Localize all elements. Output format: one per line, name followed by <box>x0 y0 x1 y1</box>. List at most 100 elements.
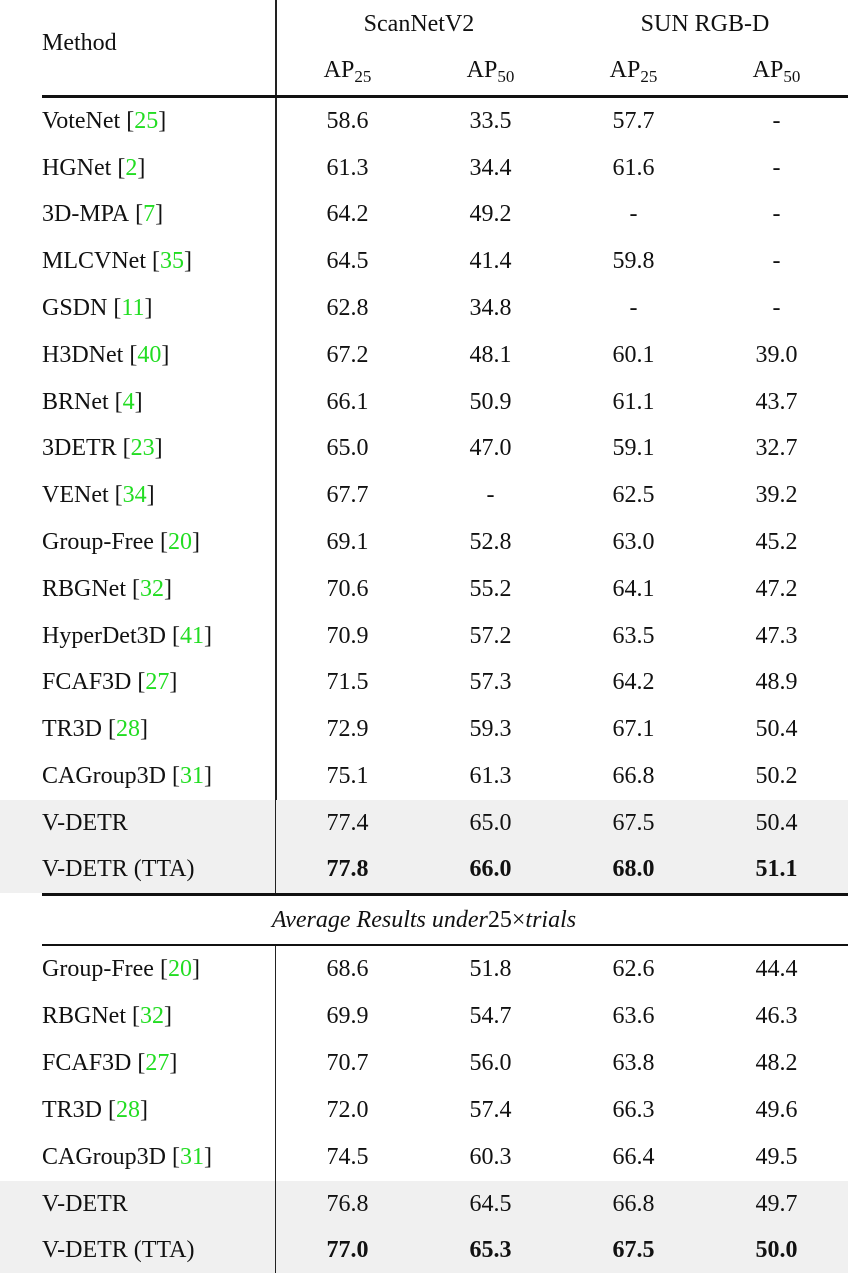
method-name: H3DNet <box>42 341 124 368</box>
table-row: V-DETR 77.4 65.0 67.5 50.4 <box>0 800 848 847</box>
header-rule <box>42 95 848 98</box>
citation-link[interactable]: 7 <box>143 201 156 228</box>
value-cell: 68.6 <box>326 956 369 982</box>
method-cell: RBGNet [32] <box>0 993 276 1040</box>
citation-link[interactable]: 32 <box>140 1003 164 1029</box>
value-cell: 61.1 <box>612 388 655 415</box>
citation-link[interactable]: 4 <box>122 388 135 415</box>
value-cell: 57.3 <box>469 669 512 696</box>
method-name: VENet <box>42 482 109 509</box>
table-row: GSDN [11] 62.8 34.8 - - <box>0 285 848 332</box>
value-cell: 54.7 <box>469 1003 512 1029</box>
value-cell: 72.9 <box>326 716 369 743</box>
value-cell: 65.0 <box>326 435 369 462</box>
method-cell: VENet [34] <box>0 472 276 520</box>
value-cell: 67.5 <box>612 1236 655 1263</box>
citation-link[interactable]: 41 <box>179 622 204 649</box>
method-cell: V-DETR (TTA) <box>0 1227 276 1273</box>
method-name: FCAF3D <box>42 669 132 696</box>
method-name: HyperDet3D <box>42 622 166 649</box>
method-cell: TR3D [28] <box>0 1087 276 1134</box>
value-cell: 69.9 <box>326 1003 369 1029</box>
value-cell: 49.6 <box>755 1097 798 1123</box>
method-name: MLCVNet <box>42 248 146 275</box>
citation-link[interactable]: 23 <box>130 435 155 462</box>
method-cell: GSDN [11] <box>0 285 276 332</box>
citation-link[interactable]: 20 <box>167 529 192 556</box>
value-cell: 48.2 <box>755 1050 798 1076</box>
citation-link[interactable]: 31 <box>180 1144 204 1170</box>
value-cell: 70.7 <box>326 1050 369 1076</box>
value-cell: - <box>772 295 781 322</box>
method-cell: BRNet [4] <box>0 378 276 426</box>
value-cell: 55.2 <box>469 575 512 602</box>
method-cell: V-DETR (TTA) <box>0 846 276 893</box>
value-cell: 64.5 <box>469 1190 512 1217</box>
value-cell: 48.1 <box>469 341 512 368</box>
method-name: FCAF3D <box>42 1050 132 1076</box>
value-cell: 61.3 <box>326 154 369 181</box>
value-cell: 56.0 <box>469 1050 512 1076</box>
method-cell: FCAF3D [27] <box>0 1040 276 1087</box>
table-row: V-DETR 76.8 64.5 66.8 49.7 <box>0 1181 848 1227</box>
method-cell: CAGroup3D [31] <box>0 753 276 800</box>
value-cell: 50.9 <box>469 388 512 415</box>
citation-link[interactable]: 28 <box>116 716 140 743</box>
group-scannetv2: ScanNetV2 <box>363 10 475 37</box>
value-cell: 77.8 <box>326 856 369 883</box>
value-cell: 71.5 <box>326 669 369 696</box>
citation-link[interactable]: 2 <box>125 154 138 181</box>
citation-link[interactable]: 28 <box>116 1097 140 1123</box>
metric-header: AP25 <box>609 57 658 86</box>
method-cell: HyperDet3D [41] <box>0 612 276 660</box>
table-row: CAGroup3D [31] 75.1 61.3 66.8 50.2 <box>0 753 848 800</box>
table-row: H3DNet [40] 67.2 48.1 60.1 39.0 <box>0 332 848 379</box>
value-cell: 50.2 <box>755 763 798 790</box>
value-cell: 33.5 <box>469 107 512 134</box>
table-row: V-DETR (TTA) 77.8 66.0 68.0 51.1 <box>0 846 848 893</box>
method-cell: RBGNet [32] <box>0 566 276 613</box>
value-cell: 58.6 <box>326 107 369 134</box>
value-cell: 46.3 <box>755 1003 798 1029</box>
value-cell: 66.8 <box>612 763 655 790</box>
citation-link[interactable]: 32 <box>140 575 164 602</box>
method-cell: FCAF3D [27] <box>0 659 276 707</box>
table-row: 3DETR [23] 65.0 47.0 59.1 32.7 <box>0 425 848 473</box>
citation-link[interactable]: 25 <box>134 107 159 134</box>
table-row: 3D-MPA [7] 64.2 49.2 - - <box>0 191 848 239</box>
method-cell: HGNet [2] <box>0 144 276 192</box>
method-cell: CAGroup3D [31] <box>0 1134 276 1181</box>
value-cell: 34.8 <box>469 295 512 322</box>
value-cell: 67.2 <box>326 341 369 368</box>
section2-rule <box>42 944 848 946</box>
value-cell: 49.5 <box>755 1144 798 1170</box>
value-cell: 49.7 <box>755 1190 798 1217</box>
table-row: TR3D [28] 72.9 59.3 67.1 50.4 <box>0 706 848 754</box>
method-name: Group-Free <box>42 529 154 556</box>
method-cell: V-DETR <box>0 1181 276 1227</box>
value-cell: 45.2 <box>755 529 798 556</box>
value-cell: 52.8 <box>469 529 512 556</box>
value-cell: - <box>629 295 638 322</box>
value-cell: 66.4 <box>612 1144 655 1170</box>
citation-link[interactable]: 20 <box>167 956 192 982</box>
citation-link[interactable]: 40 <box>137 341 162 368</box>
header-metric-row: AP25 AP50 AP25 AP50 <box>0 48 848 96</box>
table-row: FCAF3D [27] 70.7 56.0 63.8 48.2 <box>0 1040 848 1087</box>
value-cell: - <box>772 154 781 181</box>
method-header: Method <box>42 30 117 56</box>
method-name: RBGNet <box>42 575 126 602</box>
citation-link[interactable]: 27 <box>145 1050 170 1076</box>
citation-link[interactable]: 31 <box>180 763 204 790</box>
citation-link[interactable]: 11 <box>121 295 145 322</box>
method-cell: 3DETR [23] <box>0 425 276 473</box>
value-cell: - <box>772 201 781 228</box>
citation-link[interactable]: 27 <box>145 669 170 696</box>
citation-link[interactable]: 35 <box>160 248 184 275</box>
citation-link[interactable]: 34 <box>122 482 147 509</box>
value-cell: 59.1 <box>612 435 655 462</box>
value-cell: 50.0 <box>755 1236 798 1263</box>
value-cell: 47.0 <box>469 435 512 462</box>
method-cell: 3D-MPA [7] <box>0 191 276 239</box>
value-cell: 66.8 <box>612 1190 655 1217</box>
